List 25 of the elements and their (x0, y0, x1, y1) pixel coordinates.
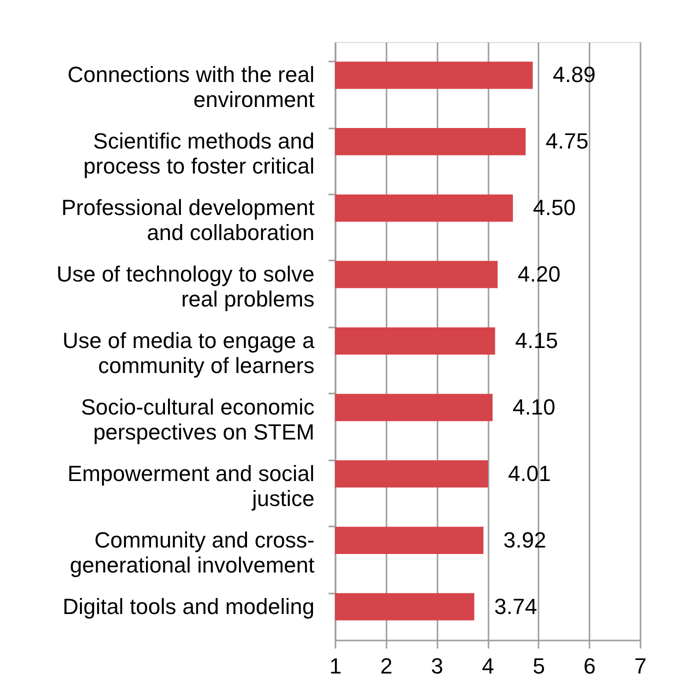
data-label: 4.01 (508, 460, 551, 486)
y-tick-label: Use of technology to solve real problems (56, 262, 314, 312)
x-tick-label: 1 (329, 654, 342, 678)
y-tick-label: Socio-cultural economic perspectives on STEM (80, 394, 314, 444)
y-tick-label: Empowerment and social justice (67, 460, 314, 511)
x-tick-label: 4 (482, 654, 494, 678)
x-tick-label: 5 (532, 654, 545, 678)
x-tick-label: 3 (431, 654, 444, 678)
data-label: 4.10 (512, 394, 556, 420)
data-label: 3.92 (503, 527, 546, 552)
y-tick-label: Use of media to engage a community of learners (62, 328, 316, 378)
data-label: 4.50 (532, 195, 576, 220)
y-tick-label: Connections with the real environment (67, 62, 314, 112)
y-tick-label: Community and cross-generational involvement (70, 527, 314, 578)
data-label: 4.75 (546, 128, 588, 154)
x-tick-label: 6 (584, 654, 596, 678)
data-label: 3.74 (494, 594, 538, 619)
y-tick-label: Scientific methods and process to foster critical (83, 128, 314, 179)
data-label: 4.15 (515, 328, 558, 353)
x-tick-label: 2 (380, 654, 392, 678)
y-tick-label: Professional development and collaboration (61, 195, 314, 246)
y-tick-label: Digital tools and modeling (62, 594, 314, 619)
data-label: 4.89 (552, 62, 596, 88)
x-tick-label: 7 (634, 654, 647, 678)
data-label: 4.20 (518, 262, 560, 287)
